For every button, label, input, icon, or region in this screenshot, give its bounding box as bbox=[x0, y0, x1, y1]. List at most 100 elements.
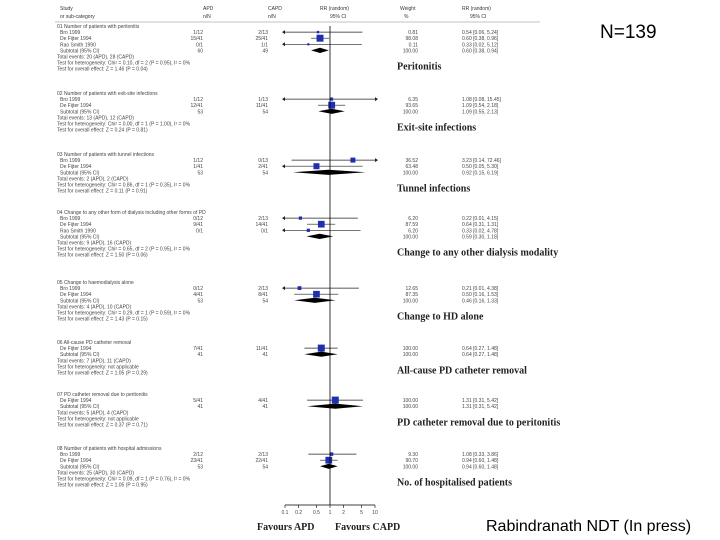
group-heading: 05 Change to haemodialysis alone bbox=[57, 280, 134, 286]
group-note: Test for overall effect: Z = 0.11 (P = 0… bbox=[57, 189, 148, 195]
sample-size-label: N=139 bbox=[600, 22, 657, 43]
group-note: Test for overall effect: Z = 1.05 (P = 0… bbox=[57, 371, 148, 377]
effect-box bbox=[317, 344, 325, 352]
header-rr: RR (random) bbox=[320, 6, 349, 12]
study-apd: 0/12 bbox=[193, 216, 203, 222]
group-note: Total events: 25 (APD), 30 (CAPD) bbox=[57, 470, 134, 476]
study-apd: 0/1 bbox=[196, 42, 203, 48]
study-apd: 4/41 bbox=[193, 292, 203, 298]
study-weight: 98.08 bbox=[405, 36, 418, 42]
header-capd: CAPD bbox=[268, 6, 282, 12]
x-tick-label: 5 bbox=[360, 510, 363, 516]
subtotal-capd: 54 bbox=[262, 109, 268, 115]
subtotal-ci: 0.46 [0.16, 1.33] bbox=[462, 298, 499, 304]
outcome-label: Change to HD alone bbox=[397, 311, 484, 322]
group-heading: 02 Number of patients with exit-site inf… bbox=[57, 91, 158, 97]
subtotal-weight: 100.00 bbox=[403, 234, 419, 240]
study-weight: 87.59 bbox=[405, 222, 418, 228]
study-apd: 2/12 bbox=[193, 452, 203, 458]
x-tick-label: 0.5 bbox=[313, 510, 320, 516]
subtotal-ci: 0.94 [0.60, 1.48] bbox=[462, 464, 499, 470]
subtotal-ci: 1.31 [0.31, 5.42] bbox=[462, 404, 499, 410]
subtotal-weight: 100.00 bbox=[403, 109, 419, 115]
group-note: Test for heterogeneity: not applicable bbox=[57, 416, 139, 422]
study-name: De Fijter 1994 bbox=[60, 222, 92, 228]
subtotal-weight: 100.00 bbox=[403, 48, 419, 54]
subtotal-apd: 41 bbox=[197, 404, 203, 410]
subtotal-diamond bbox=[306, 233, 334, 239]
header-rr-right: RR (random) bbox=[462, 6, 491, 12]
study-name: De Fijter 1994 bbox=[60, 164, 92, 170]
study-weight: 93.65 bbox=[405, 103, 418, 109]
study-capd: 11/41 bbox=[256, 346, 268, 352]
effect-box bbox=[325, 456, 333, 464]
group-note: Total events: 4 (APD), 10 (CAPD) bbox=[57, 304, 132, 310]
effect-box bbox=[317, 220, 325, 228]
study-capd: 1/1 bbox=[261, 42, 268, 48]
study-capd: 0/13 bbox=[258, 158, 268, 164]
study-name: De Fijter 1994 bbox=[60, 346, 92, 352]
study-capd: 11/41 bbox=[256, 103, 268, 109]
study-name: De Fijter 1994 bbox=[60, 103, 92, 109]
study-ci: 0.50 [0.16, 1.53] bbox=[462, 292, 499, 298]
group-note: Total events: 5 (APD), 4 (CAPD) bbox=[57, 410, 129, 416]
study-weight: 100.00 bbox=[403, 398, 419, 404]
study-ci: 0.60 [0.38, 0.96] bbox=[462, 36, 499, 42]
study-weight: 6.20 bbox=[408, 216, 418, 222]
study-weight: 87.35 bbox=[405, 292, 418, 298]
header-apd: APD bbox=[203, 6, 214, 12]
study-weight: 0.11 bbox=[409, 42, 419, 48]
study-ci: 0.64 [0.31, 1.31] bbox=[462, 222, 499, 228]
effect-box bbox=[316, 30, 320, 34]
group-heading: 04 Change to any other form of dialysis … bbox=[57, 210, 206, 216]
subtotal-name: Subtotal (95% CI) bbox=[60, 404, 100, 410]
study-name: Rao Smith 1990 bbox=[60, 228, 96, 234]
study-capd: 0/1 bbox=[261, 228, 268, 234]
subtotal-capd: 54 bbox=[262, 464, 268, 470]
study-apd: 1/41 bbox=[193, 164, 203, 170]
study-ci: 0.94 [0.60, 1.48] bbox=[462, 458, 499, 464]
study-capd: 4/41 bbox=[258, 398, 268, 404]
outcome-label: PD catheter removal due to peritonitis bbox=[397, 417, 560, 428]
citation: Rabindranath NDT (In press) bbox=[486, 518, 692, 535]
ci-arrow-left bbox=[282, 216, 285, 221]
study-ci: 1.09 [0.54, 2.18] bbox=[462, 103, 499, 109]
group-heading: 08 Number of patients with hospital admi… bbox=[57, 446, 162, 452]
header-apd-n: n/N bbox=[203, 14, 211, 20]
forest-content: 01 Number of patients with peritonitisBr… bbox=[57, 24, 560, 533]
ci-arrow-left bbox=[282, 42, 285, 47]
subtotal-apd: 60 bbox=[197, 48, 203, 54]
study-weight: 90.70 bbox=[405, 458, 418, 464]
study-ci: 0.64 [0.27, 1.48] bbox=[462, 346, 499, 352]
study-ci: 1.08 [0.33, 3.86] bbox=[462, 452, 499, 458]
header-rr-ci: 95% CI bbox=[330, 14, 346, 20]
study-apd: 5/41 bbox=[193, 398, 203, 404]
study-capd: 2/13 bbox=[258, 30, 268, 36]
study-capd: 14/41 bbox=[255, 222, 268, 228]
subtotal-diamond bbox=[318, 108, 345, 114]
study-weight: 6.35 bbox=[408, 97, 418, 103]
group-heading: 06 All-cause PD catheter removal bbox=[57, 340, 131, 346]
effect-box bbox=[331, 396, 339, 404]
subtotal-weight: 100.00 bbox=[403, 298, 419, 304]
subtotal-ci: 0.92 [0.15, 6.19] bbox=[462, 170, 499, 176]
subtotal-ci: 0.59 [0.30, 1.18] bbox=[462, 234, 499, 240]
header-weight-pct: % bbox=[404, 14, 409, 20]
study-ci: 3.23 [0.14, 72.46] bbox=[462, 158, 502, 164]
group-note: Test for heterogeneity: Chi² = 0.00, df … bbox=[57, 122, 191, 128]
group-note: Total events: 20 (APD), 28 (CAPD) bbox=[57, 55, 134, 61]
study-ci: 1.31 [0.31, 5.42] bbox=[462, 398, 499, 404]
subtotal-name: Subtotal (95% CI) bbox=[60, 234, 100, 240]
subtotal-capd: 49 bbox=[262, 48, 268, 54]
study-weight: 36.52 bbox=[405, 158, 418, 164]
x-label-left: Favours APD bbox=[257, 522, 315, 533]
outcome-label: Exit-site infections bbox=[397, 122, 476, 133]
effect-box bbox=[306, 228, 310, 232]
study-ci: 0.50 [0.05, 5.30] bbox=[462, 164, 499, 170]
group-note: Total events: 9 (APD), 16 (CAPD) bbox=[57, 241, 132, 247]
study-ci: 0.54 [0.06, 5.24] bbox=[462, 30, 499, 36]
study-apd: 1/12 bbox=[193, 30, 203, 36]
subtotal-name: Subtotal (95% CI) bbox=[60, 170, 100, 176]
study-capd: 2/13 bbox=[258, 286, 268, 292]
